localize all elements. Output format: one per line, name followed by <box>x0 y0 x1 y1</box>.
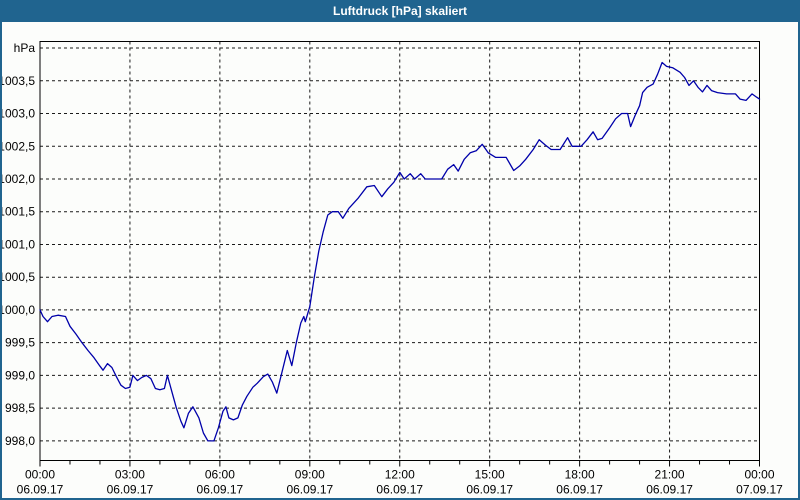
y-tick-label: 999,0 <box>5 368 35 382</box>
x-tick-date-label: 07.09.17 <box>736 483 783 497</box>
x-tick-time-label: 15:00 <box>475 468 505 482</box>
y-tick-label: 1001,5 <box>0 205 35 219</box>
x-tick-date-label: 06.09.17 <box>376 483 423 497</box>
y-tick-label: 1000,5 <box>0 270 35 284</box>
x-tick-time-label: 00:00 <box>25 468 55 482</box>
y-tick-label: 1001,0 <box>0 237 35 251</box>
y-tick-label: 1000,0 <box>0 303 35 317</box>
x-tick-time-label: 09:00 <box>295 468 325 482</box>
y-axis-unit-label: hPa <box>14 41 36 55</box>
window-title: Luftdruck [hPa] skaliert <box>332 4 468 18</box>
x-tick-time-label: 12:00 <box>385 468 415 482</box>
y-tick-label: 1002,0 <box>0 172 35 186</box>
x-tick-time-label: 03:00 <box>115 468 145 482</box>
y-tick-label: 1003,5 <box>0 74 35 88</box>
x-tick-time-label: 00:00 <box>744 468 774 482</box>
x-tick-date-label: 06.09.17 <box>646 483 693 497</box>
x-tick-date-label: 06.09.17 <box>556 483 603 497</box>
y-tick-label: 999,5 <box>5 336 35 350</box>
x-tick-date-label: 06.09.17 <box>17 483 64 497</box>
x-tick-date-label: 06.09.17 <box>197 483 244 497</box>
x-tick-time-label: 06:00 <box>205 468 235 482</box>
y-tick-label: 1003,0 <box>0 107 35 121</box>
y-tick-label: 998,0 <box>5 434 35 448</box>
x-tick-date-label: 06.09.17 <box>286 483 333 497</box>
x-tick-date-label: 06.09.17 <box>466 483 513 497</box>
x-tick-date-label: 06.09.17 <box>107 483 154 497</box>
y-tick-label: 1002,5 <box>0 139 35 153</box>
x-tick-time-label: 21:00 <box>655 468 685 482</box>
y-tick-label: 998,5 <box>5 401 35 415</box>
title-bar: Luftdruck [hPa] skaliert <box>0 0 800 22</box>
x-tick-time-label: 18:00 <box>565 468 595 482</box>
plot-border <box>39 41 760 461</box>
pressure-line-series <box>39 61 761 442</box>
